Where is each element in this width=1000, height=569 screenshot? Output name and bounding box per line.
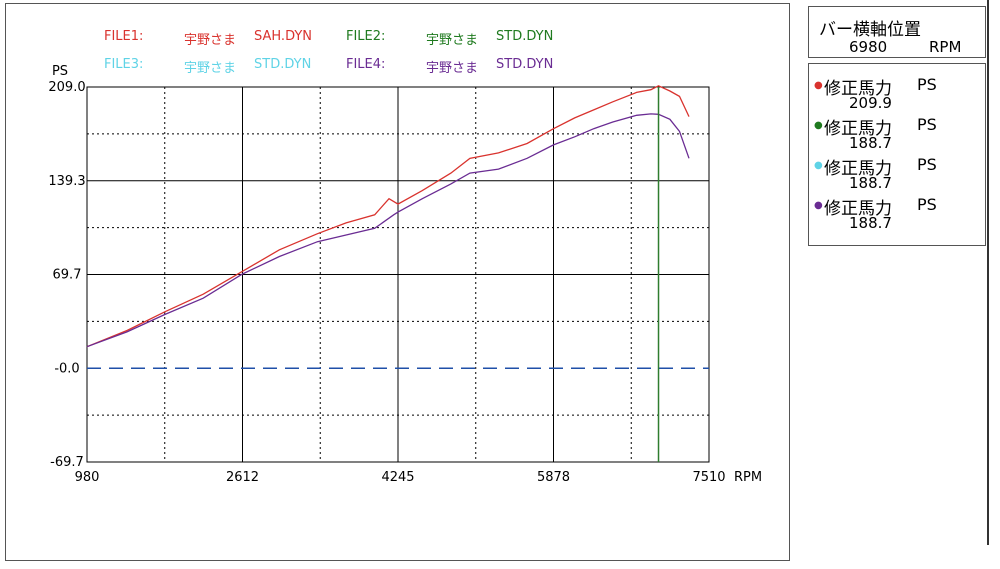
legend-file4-customer: 宇野さま [426, 61, 479, 76]
series-line-2 [86, 113, 690, 348]
bar-position-panel: バー横軸位置 6980 RPM [808, 6, 986, 58]
x-tick-label: 4245 [381, 470, 414, 485]
readout-value: 188.7 [849, 134, 892, 152]
series-marker-icon: ● [814, 160, 823, 171]
legend-file1-label: FILE1: [104, 29, 144, 44]
x-tick-label: 7510 [692, 470, 725, 485]
readout-value: 188.7 [849, 174, 892, 192]
x-tick-label: 980 [75, 470, 100, 485]
y-tick-label: -69.7 [50, 455, 84, 470]
legend-row-2: FILE3: 宇野さま STD.DYN FILE4: 宇野さま STD.DYN [104, 57, 744, 76]
legend-file1-customer: 宇野さま [184, 33, 237, 48]
series-marker-icon: ● [814, 80, 823, 91]
bar-position-value: 6980 [849, 38, 888, 56]
readout-unit: PS [917, 115, 937, 134]
legend-file2-label: FILE2: [346, 29, 386, 44]
x-axis-label: RPM [734, 470, 762, 485]
chart-panel: 980 2612 4245 5878 7510 209.0 139.3 69.7 -0.0 -69… [5, 3, 790, 561]
series-marker-icon: ● [814, 200, 823, 211]
readout-label: 修正馬力 [824, 199, 892, 219]
legend-file2-customer: 宇野さま [426, 33, 479, 48]
legend-file3-label: FILE3: [104, 57, 144, 72]
legend-file4-label: FILE4: [346, 57, 386, 72]
window-edge-divider [987, 0, 989, 545]
y-axis-label: PS [52, 64, 68, 79]
readout-label: 修正馬力 [824, 119, 892, 139]
legend-row-1: FILE1: 宇野さま SAH.DYN FILE2: 宇野さま STD.DYN [104, 29, 744, 48]
readout-value: 209.9 [849, 94, 892, 112]
readout-unit: PS [917, 155, 937, 174]
x-tick-label: 2612 [226, 470, 259, 485]
y-tick-label: 139.3 [48, 174, 85, 189]
readout-item-4: ● 修正馬力 PS 188.7 [809, 194, 987, 234]
readout-item-1: ● 修正馬力 PS 209.9 [809, 74, 987, 114]
readout-unit: PS [917, 195, 937, 214]
readout-panel: ● 修正馬力 PS 209.9 ● 修正馬力 PS 188.7 ● 修正馬力 P… [808, 63, 986, 246]
x-tick-label: 5878 [537, 470, 570, 485]
readout-value: 188.7 [849, 214, 892, 232]
legend-file4-name: STD.DYN [496, 57, 554, 72]
y-tick-label: 69.7 [53, 268, 82, 283]
series-line-1 [86, 85, 690, 348]
y-tick-label: 209.0 [48, 80, 85, 95]
readout-label: 修正馬力 [824, 159, 892, 179]
bar-position-unit: RPM [929, 38, 962, 56]
readout-unit: PS [917, 75, 937, 94]
legend-file2-name: STD.DYN [496, 29, 554, 44]
legend-file3-customer: 宇野さま [184, 61, 237, 76]
power-chart: 980 2612 4245 5878 7510 209.0 139.3 69.7 -0.0 -69… [48, 64, 762, 485]
bar-position-title: バー横軸位置 [819, 20, 921, 40]
series-marker-icon: ● [814, 120, 823, 131]
y-tick-label: -0.0 [54, 361, 79, 376]
readout-item-3: ● 修正馬力 PS 188.7 [809, 154, 987, 194]
readout-item-2: ● 修正馬力 PS 188.7 [809, 114, 987, 154]
legend-file3-name: STD.DYN [254, 57, 312, 72]
legend-file1-name: SAH.DYN [254, 29, 313, 44]
readout-label: 修正馬力 [824, 79, 892, 99]
